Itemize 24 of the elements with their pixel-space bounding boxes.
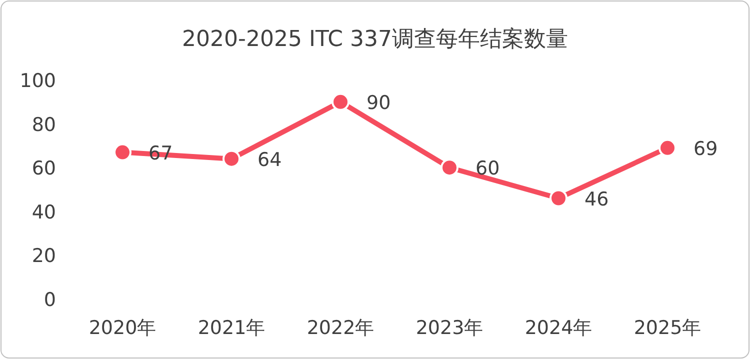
point bbox=[222, 150, 240, 168]
y-tick-label: 20 bbox=[32, 245, 56, 268]
point bbox=[114, 143, 132, 162]
x-tick-label: 2022年 bbox=[306, 317, 374, 339]
chart-title: 2020-2025 ITC 337调查每年结案数量 bbox=[182, 27, 568, 52]
y-tick-label: 40 bbox=[32, 201, 56, 224]
x-tick-label: 2024年 bbox=[524, 317, 592, 339]
x-tick-label: 2023年 bbox=[416, 317, 484, 339]
y-tick-label: 0 bbox=[44, 289, 56, 311]
data-label: 60 bbox=[476, 158, 500, 180]
data-label: 90 bbox=[366, 92, 391, 114]
x-tick-label: 2021年 bbox=[198, 317, 266, 339]
point bbox=[440, 158, 458, 177]
data-label: 46 bbox=[584, 188, 609, 210]
y-tick-label: 80 bbox=[32, 114, 56, 136]
x-tick-label: 2020年 bbox=[88, 317, 156, 339]
data-label: 64 bbox=[258, 148, 282, 171]
x-tick-label: 2025年 bbox=[634, 317, 702, 339]
y-tick-label: 60 bbox=[32, 158, 56, 180]
point bbox=[332, 92, 350, 111]
data-label: 69 bbox=[694, 138, 718, 160]
y-tick-label: 100 bbox=[20, 70, 56, 92]
point bbox=[550, 189, 568, 208]
point bbox=[658, 138, 676, 157]
